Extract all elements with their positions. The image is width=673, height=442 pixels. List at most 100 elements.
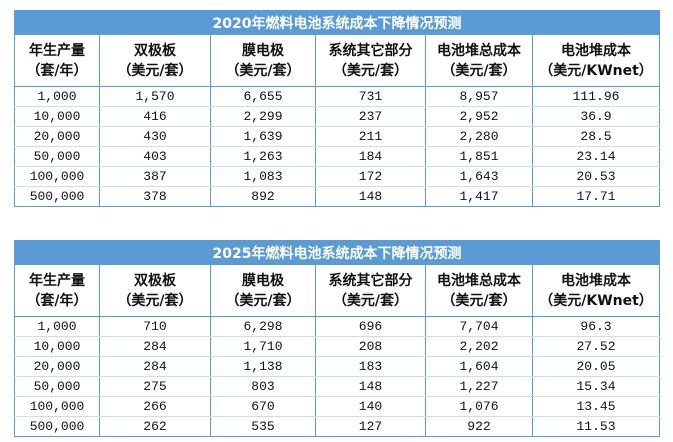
table-cell: 20.53 (531, 166, 661, 187)
table-cell: 1,083 (210, 166, 316, 187)
header-label: 年生产量 (29, 272, 85, 289)
table-cell: 8,957 (425, 86, 533, 107)
table-cell: 284 (99, 336, 211, 357)
table-cell: 1,000 (14, 316, 100, 337)
table-cell: 710 (99, 316, 211, 337)
table-cell: 183 (315, 356, 426, 377)
table-cell: 208 (315, 336, 426, 357)
table-cell: 50,000 (14, 376, 100, 397)
header-row: 年生产量 （套/年） 双极板 （美元/套） 膜电极 （美元/套） 系统其它部分 （美元/套）电… (14, 34, 661, 87)
table-cell: 13.45 (531, 396, 661, 417)
column-header: 电池堆成本 （美元/KWnet） (531, 264, 661, 317)
table-cell: 1,263 (210, 146, 316, 167)
table-cell: 36.9 (531, 106, 661, 127)
header-unit: （美元/KWnet） (539, 62, 653, 79)
header-unit: （美元/套） (117, 292, 193, 309)
table-cell: 211 (315, 126, 426, 147)
table-cell: 20,000 (14, 356, 100, 377)
table-cell: 1,851 (425, 146, 533, 167)
table-cell: 892 (210, 186, 316, 207)
header-label: 膜电极 (242, 272, 284, 289)
table-cell: 1,000 (14, 86, 100, 107)
header-unit: （美元/KWnet） (539, 292, 653, 309)
header-label: 系统其它部分 (328, 42, 413, 59)
table-cell: 127 (315, 416, 426, 437)
column-header: 膜电极 （美元/套） (210, 34, 316, 87)
header-label: 膜电极 (242, 42, 284, 59)
table-cell: 1,604 (425, 356, 533, 377)
table-cell: 731 (315, 86, 426, 107)
table-cell: 284 (99, 356, 211, 377)
table-cell: 17.71 (531, 186, 661, 207)
table-cell: 6,655 (210, 86, 316, 107)
table-row: 1,000 710 6,298 696 7,704 96.3 (14, 316, 661, 337)
table-row: 20,000 430 1,639 211 2,280 28.5 (14, 126, 661, 147)
table-row: 500,000 378 892 148 1,417 17.71 (14, 186, 661, 207)
table-row: 10,000 416 2,299 237 2,952 36.9 (14, 106, 661, 127)
header-unit: （套/年） (26, 62, 88, 79)
header-unit: （美元/套） (441, 62, 517, 79)
header-label: 双极板 (134, 272, 176, 289)
table-cell: 696 (315, 316, 426, 337)
column-header: 年生产量 （套/年） (14, 264, 100, 317)
column-header: 电池堆成本 （美元/KWnet） (531, 34, 661, 87)
table-cell: 27.52 (531, 336, 661, 357)
table-cell: 2,952 (425, 106, 533, 127)
table-cell: 1,639 (210, 126, 316, 147)
table-row: 100,000 387 1,083 172 1,643 20.53 (14, 166, 661, 187)
table-cell: 111.96 (531, 86, 661, 107)
column-header: 双极板 （美元/套） (99, 264, 211, 317)
table-row: 500,000 262 535 127 922 11.53 (14, 416, 661, 437)
table-cell: 23.14 (531, 146, 661, 167)
column-header: 系统其它部分 （美元/套） (315, 34, 426, 87)
column-header: 系统其它部分 （美元/套） (315, 264, 426, 317)
table-cell: 6,298 (210, 316, 316, 337)
header-row: 年生产量 （套/年） 双极板 （美元/套） 膜电极 （美元/套） 系统其它部分 （美元/套） 电… (14, 264, 661, 317)
table-cell: 140 (315, 396, 426, 417)
cost-table-2025: 2025年燃料电池系统成本下降情况预测 年生产量 （套/年） 双极板 （美元/套） 膜电极… (13, 240, 661, 437)
table-cell: 100,000 (14, 166, 100, 187)
column-header: 电池堆总成本 （美元/套） (425, 34, 533, 87)
table-cell: 237 (315, 106, 426, 127)
table-cell: 535 (210, 416, 316, 437)
table-row: 100,000 266 670 140 1,076 13.45 (14, 396, 661, 417)
table-row: 10,000 284 1,710 208 2,202 27.52 (14, 336, 661, 357)
table-title: 2025年燃料电池系统成本下降情况预测 (13, 240, 661, 265)
column-header: 膜电极 （美元/套） (210, 264, 316, 317)
table-title: 2020年燃料电池系统成本下降情况预测 (13, 10, 661, 35)
cost-table-2020: 2020年燃料电池系统成本下降情况预测 年生产量 （套/年） 双极板 （美元/套） 膜电极… (13, 10, 661, 207)
table-cell: 1,417 (425, 186, 533, 207)
header-unit: （美元/套） (332, 62, 409, 79)
header-unit: （美元/套） (225, 292, 301, 309)
table-cell: 1,138 (210, 356, 316, 377)
table-cell: 148 (315, 376, 426, 397)
table-cell: 387 (99, 166, 211, 187)
table-cell: 100,000 (14, 396, 100, 417)
header-unit: （美元/套） (332, 292, 409, 309)
table-cell: 10,000 (14, 106, 100, 127)
table-cell: 2,299 (210, 106, 316, 127)
table-cell: 11.53 (531, 416, 661, 437)
table-cell: 148 (315, 186, 426, 207)
table-cell: 500,000 (14, 416, 100, 437)
table-cell: 266 (99, 396, 211, 417)
table-row: 20,000 284 1,138 183 1,604 20.05 (14, 356, 661, 377)
header-unit: （套/年） (26, 292, 88, 309)
header-label: 年生产量 (29, 42, 85, 59)
table-cell: 7,704 (425, 316, 533, 337)
table-cell: 2,202 (425, 336, 533, 357)
table-cell: 1,710 (210, 336, 316, 357)
header-label: 系统其它部分 (328, 272, 413, 289)
column-header: 年生产量 （套/年） (14, 34, 100, 87)
table-cell: 172 (315, 166, 426, 187)
header-label: 双极板 (134, 42, 176, 59)
column-header: 双极板 （美元/套） (99, 34, 211, 87)
table-row: 1,000 1,570 6,655 731 8,957 111.96 (14, 86, 661, 107)
table-row: 50,000 275 803 148 1,227 15.34 (14, 376, 661, 397)
table-cell: 184 (315, 146, 426, 167)
column-header: 电池堆总成本 （美元/套） (425, 264, 533, 317)
table-cell: 670 (210, 396, 316, 417)
table-cell: 28.5 (531, 126, 661, 147)
table-cell: 10,000 (14, 336, 100, 357)
table-cell: 803 (210, 376, 316, 397)
